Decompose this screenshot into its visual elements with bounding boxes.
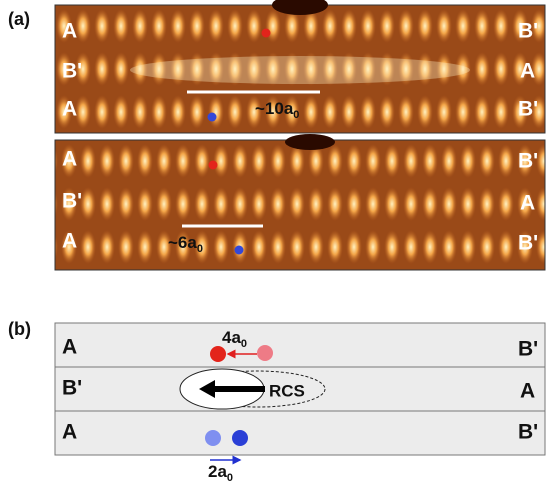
- schematic: A B' A B' A B' 4a0 RCS 2a0: [55, 323, 545, 484]
- row-label: B': [62, 377, 82, 400]
- row-label: B': [518, 20, 538, 43]
- blue-marker: [235, 246, 244, 255]
- row-label: A: [62, 230, 77, 253]
- row-label: A: [62, 20, 77, 43]
- row-label: B': [518, 338, 538, 361]
- panel-label: (a): [8, 9, 30, 29]
- row-label: A: [62, 98, 77, 121]
- scale-label: ~10a0: [255, 99, 299, 120]
- stm-image: A B' A B' A B' ~10a0: [55, 0, 545, 133]
- red-marker: [262, 29, 271, 38]
- row-label: B': [62, 60, 82, 83]
- row-label: B': [62, 190, 82, 213]
- shift-label: 2a0: [208, 462, 233, 483]
- row-label: B': [518, 150, 538, 173]
- row-label: B': [518, 98, 538, 121]
- blue-marker: [208, 113, 217, 122]
- row-label: A: [62, 148, 77, 171]
- row-label: A: [62, 421, 77, 444]
- row-label: A: [62, 336, 77, 359]
- stm-image: A B' A B' A B' ~6a0: [55, 134, 545, 270]
- row-label: A: [520, 380, 535, 403]
- row-label: A: [520, 60, 535, 83]
- red-marker: [209, 161, 218, 170]
- row-label: B': [518, 232, 538, 255]
- figure: (a) A B' A B' A B' ~10a0 A B' A B' A B' …: [0, 0, 551, 487]
- core-label: RCS: [269, 381, 305, 400]
- row-label: A: [520, 192, 535, 215]
- row-label: B': [518, 421, 538, 444]
- panel-label: (b): [8, 319, 31, 339]
